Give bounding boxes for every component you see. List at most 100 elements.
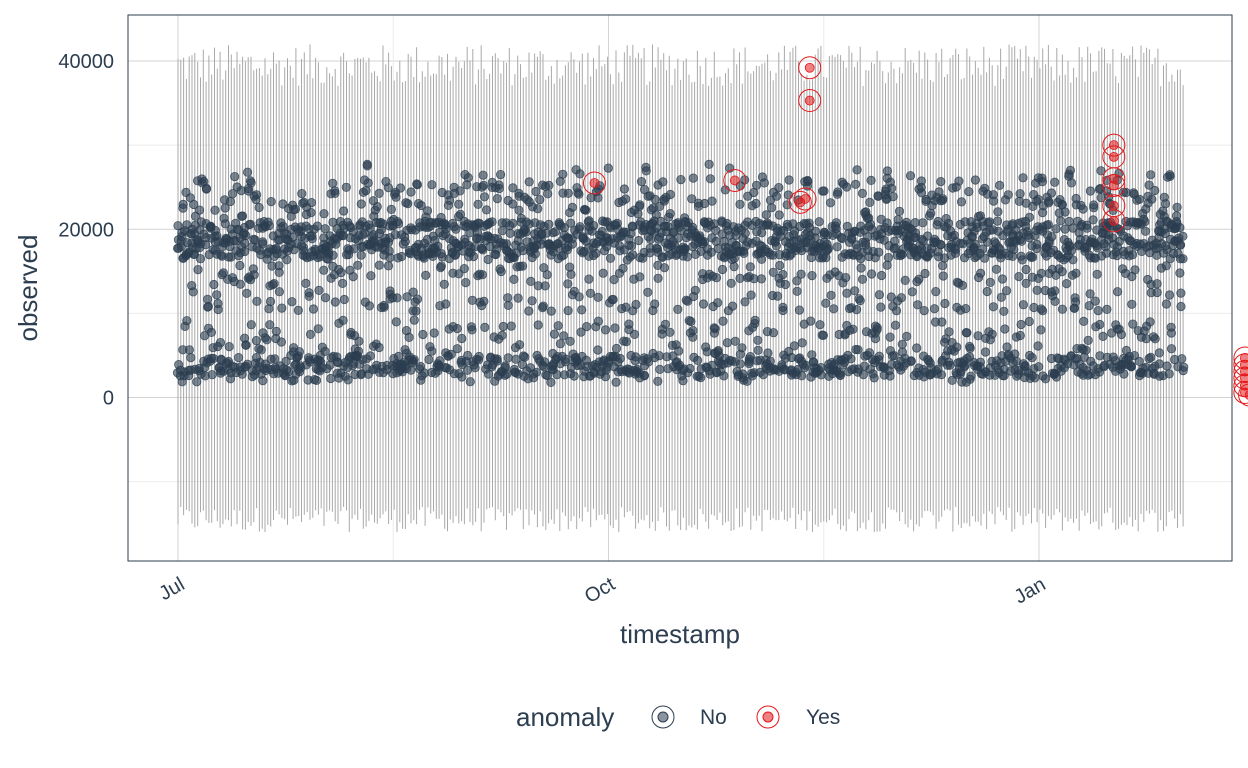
normal-point (964, 187, 974, 197)
normal-point (835, 368, 845, 378)
normal-point (635, 272, 645, 282)
normal-point (230, 172, 240, 182)
normal-point (474, 351, 484, 362)
normal-point (819, 186, 829, 196)
normal-point (412, 294, 423, 304)
normal-point (379, 300, 389, 311)
normal-point (1172, 202, 1182, 212)
normal-point (655, 364, 665, 374)
normal-point (1176, 301, 1186, 312)
normal-point (314, 285, 324, 295)
normal-point (508, 183, 518, 193)
anomaly-point (582, 171, 606, 195)
normal-point (1050, 296, 1060, 306)
normal-point (538, 301, 548, 311)
normal-point (1178, 231, 1188, 241)
normal-point (763, 348, 773, 358)
normal-point (643, 287, 653, 297)
normal-point (244, 220, 254, 230)
normal-point (409, 315, 419, 325)
normal-point (940, 298, 950, 309)
normal-point (246, 320, 256, 330)
normal-point (478, 180, 489, 190)
normal-point (403, 199, 413, 209)
normal-point (1096, 166, 1106, 176)
normal-point (503, 293, 513, 303)
normal-point (1144, 180, 1154, 190)
normal-point (653, 273, 663, 283)
normal-point (408, 287, 418, 297)
normal-point (929, 304, 940, 314)
normal-point (643, 357, 654, 367)
normal-point (665, 327, 675, 337)
normal-point (639, 370, 650, 381)
normal-point (1175, 268, 1185, 278)
normal-point (276, 337, 286, 347)
normal-point (319, 209, 329, 219)
normal-point (1178, 254, 1188, 264)
anomaly-point (1102, 133, 1126, 157)
normal-point (1090, 296, 1100, 306)
normal-point (674, 346, 684, 356)
normal-point (193, 264, 203, 275)
normal-point (631, 299, 641, 310)
normal-point (546, 306, 556, 316)
normal-point (943, 218, 954, 228)
normal-point (1116, 329, 1127, 340)
normal-point (338, 206, 349, 216)
normal-point (1015, 330, 1025, 341)
normal-point (386, 204, 396, 214)
normal-point (651, 210, 661, 220)
normal-point (498, 321, 508, 332)
normal-point (683, 296, 693, 306)
normal-point (206, 327, 216, 337)
normal-point (1095, 319, 1105, 330)
normal-point (480, 322, 490, 332)
normal-point (421, 270, 431, 280)
normal-point (1016, 319, 1026, 330)
normal-point (411, 306, 421, 316)
normal-point (774, 183, 784, 193)
normal-point (220, 219, 230, 229)
normal-point (544, 180, 554, 190)
normal-point (451, 224, 461, 234)
normal-point (189, 199, 199, 210)
normal-point (574, 189, 584, 199)
normal-point (921, 196, 931, 206)
normal-point (1102, 304, 1112, 314)
normal-point (209, 279, 219, 290)
normal-point (634, 201, 645, 211)
normal-point (797, 338, 807, 348)
normal-point (1051, 224, 1061, 234)
normal-point (436, 261, 446, 271)
normal-point (479, 192, 490, 202)
normal-point (950, 248, 961, 258)
normal-point (225, 242, 235, 252)
normal-point (1021, 278, 1031, 288)
normal-point (753, 335, 763, 345)
normal-point (241, 230, 251, 241)
legend-key-yes (756, 705, 780, 729)
normal-point (806, 316, 816, 326)
normal-point (293, 305, 303, 315)
normal-point (757, 228, 767, 238)
normal-point (563, 305, 573, 316)
normal-point (1034, 362, 1044, 372)
normal-point (626, 241, 637, 251)
normal-point (1050, 286, 1060, 296)
normal-point (478, 170, 488, 180)
normal-point (740, 175, 750, 185)
normal-point (358, 230, 368, 240)
normal-point (483, 254, 493, 265)
normal-point (492, 354, 502, 364)
x-axis-ticks: Jul Oct Jan (155, 573, 1049, 608)
normal-point (888, 192, 898, 202)
normal-point (750, 315, 760, 325)
normal-point (234, 352, 244, 363)
normal-point (277, 303, 287, 313)
normal-point (506, 321, 516, 331)
normal-point (1016, 236, 1027, 246)
normal-point (567, 202, 578, 212)
normal-point (305, 329, 316, 339)
normal-point (937, 317, 947, 327)
